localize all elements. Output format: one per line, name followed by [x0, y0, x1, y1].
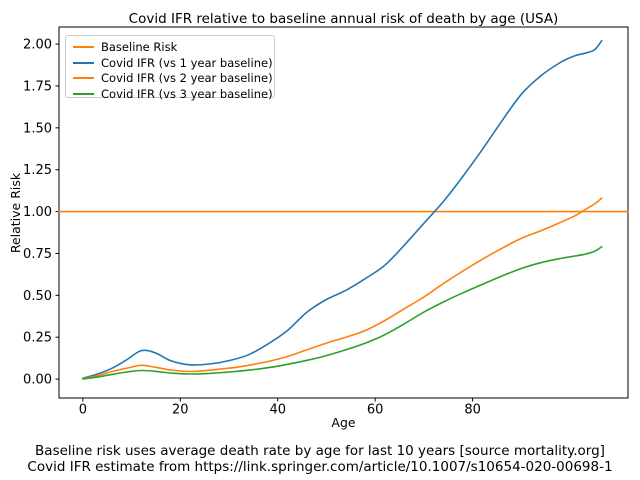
y-tick-label: 1.00 [23, 205, 52, 220]
y-tick-label: 1.50 [23, 121, 52, 136]
y-tick-label: 0.75 [23, 247, 52, 262]
x-tick-label: 20 [172, 403, 189, 418]
y-tick-label: 1.25 [23, 163, 52, 178]
chart-title: Covid IFR relative to baseline annual ri… [128, 11, 559, 27]
legend-label: Baseline Risk [101, 40, 178, 54]
caption-line-2: Covid IFR estimate from https://link.spr… [27, 458, 613, 475]
legend-entry-baseline-risk: Baseline Risk [73, 40, 274, 54]
axes-spines [58, 26, 629, 399]
y-tick-label: 0.50 [23, 289, 52, 304]
legend: Baseline Risk Covid IFR (vs 1 year baseli… [65, 35, 275, 101]
legend-label: Covid IFR (vs 3 year baseline) [101, 86, 273, 101]
series-line-covid-ifr-vs-2-year-baseline [82, 197, 603, 380]
x-tick-label: 60 [367, 403, 384, 418]
legend-line-swatch [73, 92, 94, 95]
x-tick-label: 80 [464, 403, 481, 418]
legend-label: Covid IFR (vs 2 year baseline) [101, 71, 273, 85]
legend-entry-covid-ifr-vs-2-year-baseline: Covid IFR (vs 2 year baseline) [73, 71, 274, 85]
series-line-covid-ifr-vs-1-year-baseline [82, 39, 603, 379]
legend-line-swatch [73, 46, 94, 48]
legend-label: Covid IFR (vs 1 year baseline) [101, 55, 273, 70]
legend-line-swatch [73, 61, 94, 64]
y-tick-label: 0.00 [23, 373, 52, 388]
x-axis-label: Age [331, 415, 356, 430]
legend-line-swatch [73, 77, 94, 79]
series-line-covid-ifr-vs-3-year-baseline [82, 246, 603, 380]
x-tick-label: 0 [79, 403, 87, 418]
y-tick-label: 2.00 [23, 38, 52, 53]
caption-line-1: Baseline risk uses average death rate by… [35, 443, 605, 459]
y-axis-label: Relative Risk [8, 172, 23, 254]
y-tick-label: 0.25 [23, 331, 52, 346]
y-tick-label: 1.75 [23, 79, 52, 94]
legend-entry-covid-ifr-vs-1-year-baseline: Covid IFR (vs 1 year baseline) [73, 56, 274, 70]
x-tick-label: 40 [269, 403, 286, 418]
legend-entry-covid-ifr-vs-3-year-baseline: Covid IFR (vs 3 year baseline) [73, 87, 274, 101]
caption-block: Baseline risk uses average death rate by… [0, 443, 640, 475]
